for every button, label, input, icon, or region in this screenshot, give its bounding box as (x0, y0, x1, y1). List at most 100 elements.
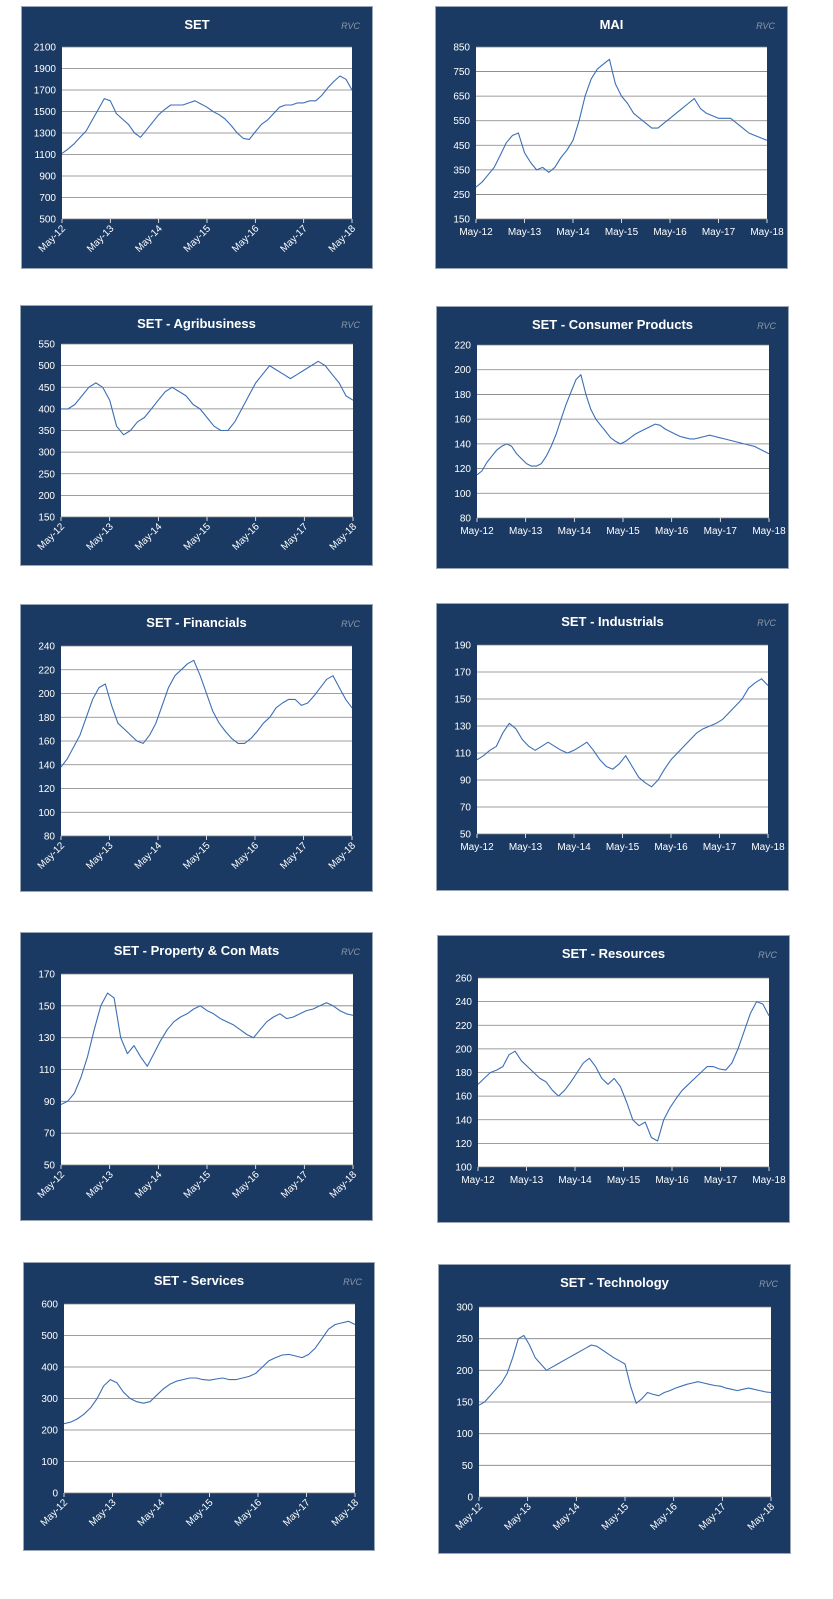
y-tick-label: 300 (41, 1394, 58, 1405)
x-tick-label: May-17 (704, 1175, 738, 1186)
chart-title: MAI (599, 17, 624, 32)
x-tick-label: May-16 (230, 1169, 262, 1201)
x-tick-label: May-12 (461, 1175, 495, 1186)
chart-svg: 150 200 250 300 350 400 450 500 550 May-12 May-13 M… (36, 340, 360, 553)
y-tick-label: 1700 (34, 86, 57, 97)
chart-svg: 80 100 120 140 160 180 200 220 240 May-12 May-13 Ma… (36, 642, 359, 872)
x-tick-label: May-16 (654, 842, 688, 853)
y-tick-label: 120 (38, 784, 55, 795)
x-tick-label: May-15 (184, 1497, 216, 1529)
x-tick-label: May-14 (133, 840, 165, 872)
y-tick-label: 450 (453, 141, 470, 152)
y-tick-label: 110 (39, 1065, 55, 1076)
x-tick-label: May-13 (510, 1175, 544, 1186)
series-line (476, 678, 769, 788)
x-tick-label: May-13 (508, 227, 542, 238)
y-tick-label: 200 (41, 1426, 58, 1437)
y-tick-label: 220 (454, 341, 471, 352)
plot-area (476, 47, 767, 219)
y-tick-label: 1900 (34, 64, 57, 75)
x-tick-label: May-14 (558, 1175, 592, 1186)
y-tick-label: 80 (460, 514, 472, 525)
chart-title: SET - Resources (561, 946, 666, 961)
chart-panel-technology: SET - Technology RVC 0 50 100 150 200 250 300 M… (438, 1264, 791, 1554)
x-tick-label: May-16 (655, 526, 689, 537)
x-tick-label: May-13 (84, 521, 116, 553)
y-tick-label: 150 (38, 1001, 55, 1012)
brand-label: RVC (759, 1279, 778, 1289)
y-tick-label: 200 (455, 1044, 472, 1055)
y-tick-label: 250 (456, 1334, 473, 1345)
y-tick-label: 170 (38, 970, 55, 981)
x-tick-label: May-18 (328, 1169, 360, 1201)
x-tick-label: May-12 (36, 1169, 68, 1201)
x-tick-label: May-17 (703, 842, 737, 853)
y-tick-label: 240 (38, 642, 55, 653)
chart-title: SET - Property & Con Mats (113, 943, 280, 958)
chart-svg: 150 250 350 450 550 650 750 850 May-12 May-13 May-… (453, 43, 784, 239)
x-tick-label: May-15 (606, 842, 640, 853)
chart-title: SET - Consumer Products (531, 317, 694, 332)
brand-label: RVC (343, 1277, 362, 1287)
series-line (60, 992, 354, 1105)
y-tick-label: 180 (455, 1068, 472, 1079)
y-tick-label: 700 (39, 193, 56, 204)
y-tick-label: 0 (467, 1493, 473, 1504)
y-tick-label: 100 (454, 489, 471, 500)
chart-panel-resources: SET - Resources RVC 100 120 140 160 180 200 22… (437, 935, 790, 1223)
brand-label: RVC (758, 950, 777, 960)
y-tick-label: 200 (456, 1366, 473, 1377)
y-tick-label: 100 (41, 1457, 58, 1468)
y-tick-label: 70 (44, 1129, 56, 1140)
brand-label: RVC (757, 618, 776, 628)
x-tick-label: May-13 (85, 223, 117, 255)
y-tick-label: 120 (455, 1139, 472, 1150)
y-tick-label: 350 (38, 426, 55, 437)
x-tick-label: May-14 (551, 1501, 583, 1533)
x-tick-label: May-14 (133, 521, 165, 553)
chart-panel-mai: MAI RVC 150 250 350 450 550 650 750 850 May-12 Ma… (435, 6, 788, 269)
x-tick-label: May-12 (459, 227, 493, 238)
y-tick-label: 190 (454, 641, 471, 652)
x-tick-label: May-17 (279, 521, 311, 553)
y-tick-label: 220 (455, 1021, 472, 1032)
y-tick-label: 750 (453, 67, 470, 78)
y-tick-label: 500 (38, 361, 55, 372)
y-tick-label: 400 (41, 1363, 58, 1374)
series-line (63, 1320, 356, 1425)
chart-title: SET (184, 17, 210, 32)
chart-panel-agribusiness: SET - Agribusiness RVC 150 200 250 300 350 40… (20, 305, 373, 566)
brand-label: RVC (757, 321, 776, 331)
series-line (61, 360, 354, 436)
y-tick-label: 150 (456, 1398, 473, 1409)
y-tick-label: 160 (38, 737, 55, 748)
y-tick-label: 260 (455, 974, 472, 985)
x-tick-label: May-12 (460, 842, 494, 853)
x-tick-label: May-16 (655, 1175, 689, 1186)
chart-title: SET - Financials (146, 615, 247, 630)
x-tick-label: May-14 (136, 1497, 168, 1529)
y-tick-label: 200 (454, 365, 471, 376)
series-line (475, 58, 768, 188)
chart-title: SET - Agribusiness (137, 316, 256, 331)
x-tick-label: May-14 (133, 1169, 165, 1201)
x-tick-label: May-13 (509, 526, 543, 537)
y-tick-label: 250 (453, 190, 470, 201)
y-tick-label: 250 (38, 469, 55, 480)
x-tick-label: May-12 (36, 521, 68, 553)
x-tick-label: May-18 (750, 227, 784, 238)
y-tick-label: 100 (455, 1163, 472, 1174)
y-tick-label: 170 (454, 668, 471, 679)
y-tick-label: 70 (460, 803, 472, 814)
y-tick-label: 550 (453, 116, 470, 127)
x-tick-label: May-17 (697, 1501, 729, 1533)
x-tick-label: May-18 (330, 1497, 362, 1529)
brand-label: RVC (341, 619, 360, 629)
x-tick-label: May-13 (509, 842, 543, 853)
x-tick-label: May-13 (502, 1501, 534, 1533)
chart-panel-property: SET - Property & Con Mats RVC 50 70 90 110 1… (20, 932, 373, 1221)
y-tick-label: 100 (456, 1429, 473, 1440)
chart-svg: 500 700 900 1100 1300 1500 1700 1900 2100 May-12 M… (34, 43, 359, 255)
x-tick-label: May-17 (279, 1169, 311, 1201)
x-tick-label: May-15 (182, 521, 214, 553)
